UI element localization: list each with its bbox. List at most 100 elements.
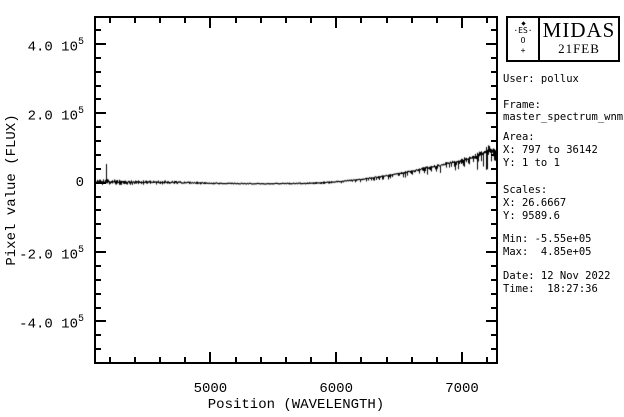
axis-tick [491, 264, 496, 267]
axis-tick [96, 153, 101, 156]
axis-tick [360, 357, 363, 362]
axis-tick [96, 98, 101, 101]
area-y-range: Y: 1 to 1 [503, 157, 560, 169]
axis-tick [96, 112, 106, 115]
axis-tick [360, 18, 363, 23]
axis-tick [461, 352, 464, 362]
y-axis-title: Pixel value (FLUX) [4, 114, 20, 266]
axis-tick [234, 357, 237, 362]
axis-tick [491, 84, 496, 87]
axis-tick [133, 18, 136, 23]
eso-logo-row: O [520, 36, 526, 45]
scales-y: Y: 9589.6 [503, 210, 560, 222]
axis-tick [486, 18, 489, 23]
axis-tick [284, 18, 287, 23]
area-label: Area: [503, 131, 535, 143]
axis-tick [96, 292, 101, 295]
axis-tick [96, 29, 101, 32]
y-tick-label: 2.0 105 [27, 106, 84, 126]
axis-tick [486, 320, 496, 323]
axis-tick [284, 357, 287, 362]
axis-tick [96, 195, 101, 198]
date-field: Date: 12 Nov 2022 [503, 270, 611, 282]
axis-tick [96, 209, 101, 212]
axis-tick [96, 306, 101, 309]
x-tick-label: 7000 [445, 381, 479, 397]
axis-tick [491, 167, 496, 170]
app-title: MIDAS [542, 18, 616, 42]
axis-tick [96, 167, 101, 170]
eso-logo-icon: ·ES· O + [508, 18, 540, 60]
axis-tick [491, 195, 496, 198]
axis-tick [234, 18, 237, 23]
eso-logo-row: + [520, 46, 526, 55]
x-tick-label: 5000 [193, 381, 228, 397]
axis-tick [96, 181, 106, 184]
axis-tick [486, 112, 496, 115]
axis-tick [491, 348, 496, 351]
plot-area [94, 16, 498, 364]
axis-tick [96, 278, 101, 281]
axis-tick [491, 98, 496, 101]
axis-tick [96, 334, 101, 337]
axis-tick [385, 18, 388, 23]
axis-tick [184, 357, 187, 362]
axis-tick [486, 251, 496, 254]
axis-tick [486, 357, 489, 362]
axis-tick [96, 251, 106, 254]
axis-tick [96, 348, 101, 351]
axis-tick [335, 18, 338, 28]
axis-tick [96, 140, 101, 143]
spectrum-trace [96, 18, 496, 362]
axis-tick [209, 18, 212, 28]
axis-tick [209, 352, 212, 362]
axis-tick [96, 126, 101, 129]
axis-tick [491, 209, 496, 212]
axis-tick [133, 357, 136, 362]
frame-label: Frame: [503, 99, 541, 111]
scales-label: Scales: [503, 184, 548, 196]
axis-tick [461, 18, 464, 28]
x-tick-label: 6000 [319, 381, 353, 397]
axis-tick [259, 357, 262, 362]
scales-x: X: 26.6667 [503, 197, 567, 209]
axis-tick [410, 357, 413, 362]
axis-tick [385, 357, 388, 362]
midas-brand: MIDAS 21FEB [540, 18, 618, 60]
axis-tick [491, 29, 496, 32]
min-value: Min: -5.55e+05 [503, 233, 592, 245]
axis-tick [310, 357, 313, 362]
area-x-range: X: 797 to 36142 [503, 144, 598, 156]
axis-tick [435, 18, 438, 23]
y-tick-label: 4.0 105 [27, 37, 84, 56]
y-tick-label: -2.0 105 [19, 245, 84, 264]
eso-logo-row: ·ES· [513, 26, 533, 35]
axis-tick [96, 56, 101, 59]
axis-tick [491, 334, 496, 337]
user-field: User: pollux [503, 73, 579, 85]
axis-tick [491, 126, 496, 129]
axis-tick [335, 352, 338, 362]
axis-tick [96, 320, 106, 323]
axis-tick [96, 237, 101, 240]
axis-tick [491, 70, 496, 73]
time-field: Time: 18:27:36 [503, 283, 598, 295]
frame-value: master_spectrum_wnm [503, 111, 624, 123]
y-tick-label: 0 [75, 174, 84, 191]
axis-tick [96, 43, 106, 45]
midas-logo-box: ·ES· O + MIDAS 21FEB [506, 16, 620, 62]
axis-tick [96, 264, 101, 267]
eso-diamond-icon [520, 21, 526, 26]
axis-tick [259, 18, 262, 23]
axis-tick [491, 153, 496, 156]
axis-tick [486, 181, 496, 184]
app-version: 21FEB [558, 41, 600, 56]
axis-tick [491, 306, 496, 309]
axis-tick [310, 18, 313, 23]
axis-tick [96, 84, 101, 87]
axis-tick [108, 18, 111, 23]
axis-tick [108, 357, 111, 362]
axis-tick [435, 357, 438, 362]
axis-tick [184, 18, 187, 23]
